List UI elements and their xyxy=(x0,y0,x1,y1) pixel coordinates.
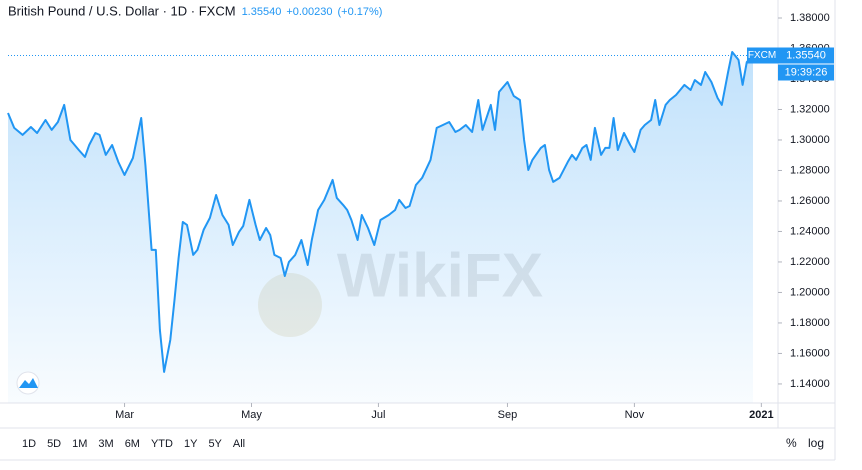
scale-option[interactable]: log xyxy=(808,436,824,450)
range-button[interactable]: 6M xyxy=(125,438,140,450)
x-tick-label: Mar xyxy=(115,409,134,421)
price-tag-price-bg xyxy=(778,47,834,64)
range-button[interactable]: 1Y xyxy=(184,438,198,450)
y-tick-label: 1.18000 xyxy=(790,317,830,329)
y-tick-label: 1.24000 xyxy=(790,225,830,237)
price-tag-source-bg xyxy=(747,47,778,64)
x-tick-label: Sep xyxy=(498,409,518,421)
price-tag-source: FXCM xyxy=(748,50,776,61)
scale-option[interactable]: % xyxy=(786,436,797,450)
y-tick-label: 1.14000 xyxy=(790,378,830,390)
x-tick-label: Jul xyxy=(371,409,385,421)
y-tick-label: 1.28000 xyxy=(790,164,830,176)
y-tick-label: 1.16000 xyxy=(790,347,830,359)
x-tick-label: Nov xyxy=(625,409,645,421)
price-line xyxy=(7,51,754,373)
plot: WikiFX xyxy=(7,51,778,403)
range-button[interactable]: 1M xyxy=(72,438,87,450)
x-tick-label: 2021 xyxy=(749,409,773,421)
y-tick-label: 1.32000 xyxy=(790,103,830,115)
price-tag-price: 1.35540 xyxy=(786,49,826,61)
quote-change: +0.00230 xyxy=(286,6,332,18)
y-tick-label: 1.20000 xyxy=(790,286,830,298)
quote-change-pct: (+0.17%) xyxy=(338,6,383,18)
y-tick-label: 1.22000 xyxy=(790,256,830,268)
quote-price: 1.35540 xyxy=(242,6,282,18)
price-tag-time: 19:39:26 xyxy=(785,66,828,78)
range-button[interactable]: YTD xyxy=(151,438,173,450)
range-button[interactable]: 5Y xyxy=(208,438,222,450)
area-fill xyxy=(8,52,753,403)
range-button[interactable]: All xyxy=(233,438,245,450)
symbol-title: British Pound / U.S. Dollar · 1D · FXCM xyxy=(8,3,236,18)
y-tick-label: 1.26000 xyxy=(790,195,830,207)
y-tick-label: 1.30000 xyxy=(790,134,830,146)
price-tag-time-bg xyxy=(778,64,834,81)
range-button[interactable]: 1D xyxy=(22,438,36,450)
x-tick-label: May xyxy=(241,409,262,421)
logo-icon xyxy=(16,371,40,395)
range-button[interactable]: 3M xyxy=(98,438,113,450)
range-button[interactable]: 5D xyxy=(47,438,61,450)
y-tick-label: 1.38000 xyxy=(790,12,830,24)
